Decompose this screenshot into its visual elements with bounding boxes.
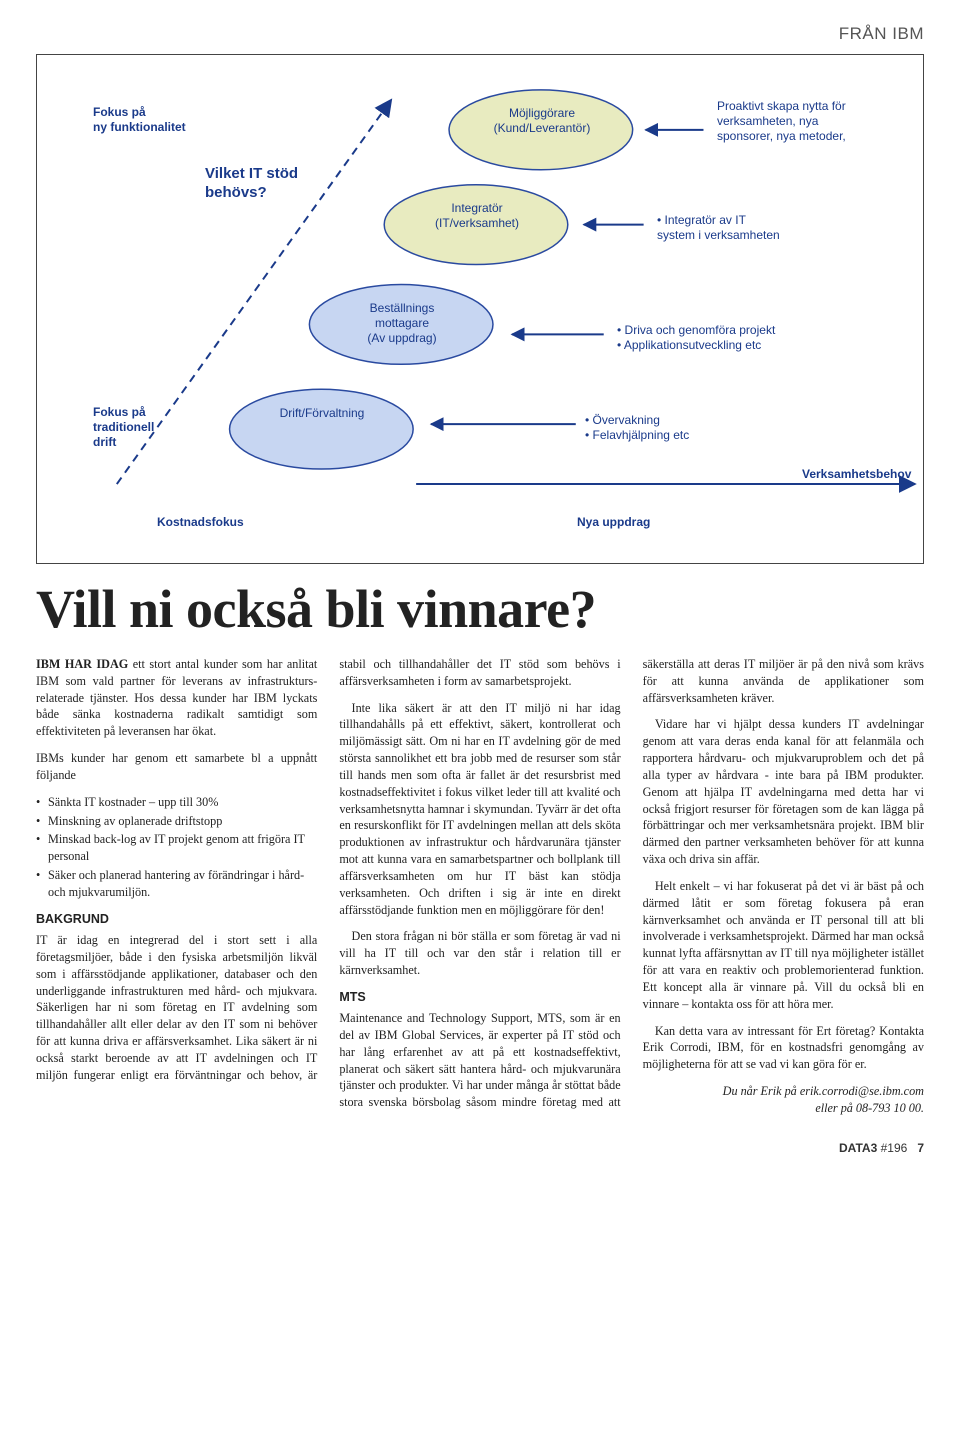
diagram-text-nya_uppdrag: Nya uppdrag — [577, 515, 650, 530]
page-footer: DATA3 #196 7 — [36, 1141, 924, 1155]
list-item: Minskning av oplanerade driftstopp — [36, 813, 317, 830]
diagram-container: Möjliggörare(Kund/Leverantör) Integratör(… — [36, 54, 924, 564]
section-label: FRÅN IBM — [36, 24, 924, 44]
diagram-text-verksamhetsbehov: Verksamhetsbehov — [802, 467, 911, 482]
diagram-text-fokus_trad: Fokus påtraditionelldrift — [93, 405, 154, 450]
signature: Du når Erik på erik.corrodi@se.ibm.com e… — [643, 1083, 924, 1117]
diagram-text-proaktivt: Proaktivt skapa nytta förverksamheten, n… — [717, 99, 846, 144]
article-body: IBM HAR IDAG ett stort antal kunder som … — [36, 656, 924, 1117]
diagram-text-fokus_ny: Fokus påny funktionalitet — [93, 105, 186, 135]
list-item: Minskad back-log av IT projekt genom att… — [36, 831, 317, 865]
diagram-ellipse-label: Möjliggörare(Kund/Leverantör) — [454, 106, 630, 136]
heading-bakgrund: BAKGRUND — [36, 911, 317, 928]
footer-page: 7 — [917, 1141, 924, 1155]
benefits-intro: IBMs kunder har genom ett samarbete bl a… — [36, 750, 317, 784]
benefits-list: Sänkta IT kostnader – upp till 30% Minskn… — [36, 794, 317, 901]
diagram-text-integrator_it: • Integratör av IT system i verksamheten — [657, 213, 780, 243]
diagram-text-kostnadsfokus: Kostnadsfokus — [157, 515, 244, 530]
diagram-text-driva: • Driva och genomföra projekt• Applikati… — [617, 323, 775, 353]
footer-mag: DATA3 — [839, 1141, 877, 1155]
diagram-text-vilket: Vilket IT stödbehövs? — [205, 165, 298, 203]
p-bak2: Inte lika säkert är att den IT miljö ni … — [339, 700, 620, 919]
p-mts2: Vidare har vi hjälpt dessa kunders IT av… — [643, 716, 924, 867]
diagram-text-overvak: • Övervakning• Felavhjälpning etc — [585, 413, 689, 443]
list-item: Sänkta IT kostnader – upp till 30% — [36, 794, 317, 811]
list-item: Säker och planerad hantering av förändri… — [36, 867, 317, 901]
footer-issue: #196 — [881, 1141, 908, 1155]
p-bak3: Den stora frågan ni bör ställa er som fö… — [339, 928, 620, 978]
diagram-ellipse-label: Beställningsmottagare(Av uppdrag) — [314, 301, 490, 346]
lead-caps: IBM HAR IDAG — [36, 657, 128, 671]
headline: Vill ni också bli vinnare? — [36, 578, 924, 640]
diagram-ellipse-label: Drift/Förvaltning — [234, 406, 410, 421]
diagram-ellipse-label: Integratör(IT/verksamhet) — [389, 201, 565, 231]
p-cta: Kan detta vara av intressant för Ert för… — [643, 1023, 924, 1073]
p-mts3: Helt enkelt – vi har fokuserat på det vi… — [643, 878, 924, 1013]
heading-mts: MTS — [339, 989, 620, 1006]
lead-paragraph: IBM HAR IDAG ett stort antal kunder som … — [36, 656, 317, 740]
